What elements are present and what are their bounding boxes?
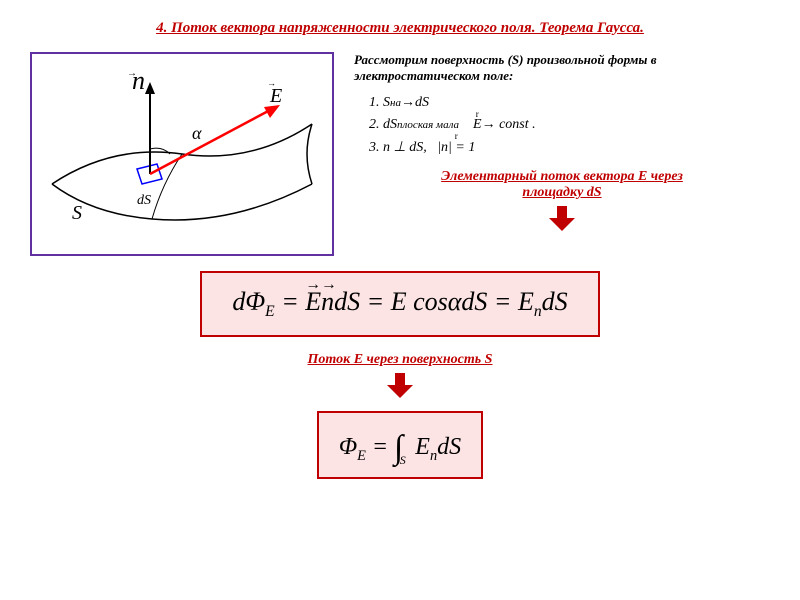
enumeration: 1. Sна→dS 2. dSплоская мала E→ const . 3… <box>369 92 770 159</box>
formula-1-block: dΦE = EndS = E cosαdS = EndS <box>30 271 770 337</box>
content-row: n → E → α S dS Рассмотрим поверхность (S… <box>30 52 770 256</box>
svg-text:dS: dS <box>137 193 151 208</box>
intro-text: Рассмотрим поверхность (S) произвольной … <box>354 52 770 84</box>
formula-2: ΦE = ∫S EndS <box>317 411 483 479</box>
diagram: n → E → α S dS <box>30 52 334 256</box>
svg-text:→: → <box>267 78 276 88</box>
svg-text:→: → <box>127 68 137 79</box>
formula-1: dΦE = EndS = E cosαdS = EndS <box>200 271 599 337</box>
enum-2: 2. dSплоская мала E→ const . <box>369 114 770 136</box>
arrow-down-2 <box>30 373 770 403</box>
svg-text:S: S <box>72 202 82 224</box>
subhead-1: Элементарный поток вектора E через площа… <box>354 169 770 201</box>
formula-2-block: Поток E через поверхность S ΦE = ∫S EndS <box>30 352 770 479</box>
subhead-2: Поток E через поверхность S <box>30 352 770 368</box>
arrow-down-1 <box>354 206 770 236</box>
svg-text:E: E <box>269 85 282 107</box>
svg-text:α: α <box>192 123 202 143</box>
enum-1: 1. Sна→dS <box>369 92 770 114</box>
page-title: 4. Поток вектора напряженности электриче… <box>30 20 770 37</box>
enum-3: 3. n ⊥ dS, |n| = 1 <box>369 137 770 159</box>
right-column: Рассмотрим поверхность (S) произвольной … <box>354 52 770 241</box>
